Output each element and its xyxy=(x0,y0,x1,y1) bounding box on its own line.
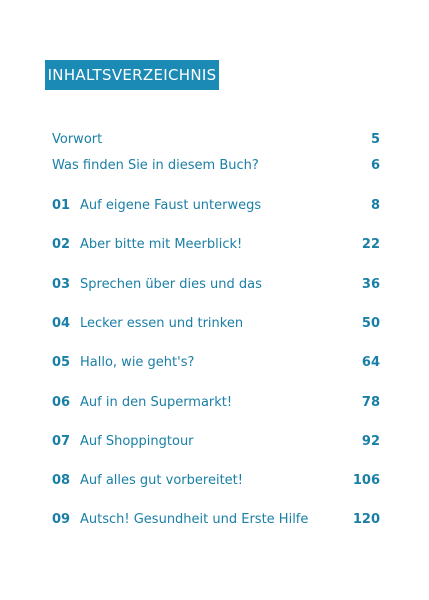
toc-title: INHALTSVERZEICHNIS xyxy=(45,60,219,90)
chapter-number: 07 xyxy=(52,433,71,449)
toc-chapter: 05 Hallo, wie geht's? 64 xyxy=(52,353,380,373)
page-number: 106 xyxy=(352,473,380,489)
chapter-number: 02 xyxy=(52,237,71,253)
page-number: 36 xyxy=(361,276,380,292)
toc-chapter: 01 Auf eigene Faust unterwegs 8 xyxy=(52,196,380,216)
chapter-number: 09 xyxy=(52,512,71,528)
toc-chapter: 04 Lecker essen und trinken 50 xyxy=(52,314,380,334)
chapter-number: 06 xyxy=(52,394,71,410)
page-number: 5 xyxy=(370,132,380,147)
page-number: 22 xyxy=(361,237,380,253)
chapter-title: Aber bitte mit Meerblick! xyxy=(80,237,243,253)
toc-entry: Vorwort 5 xyxy=(52,130,380,150)
page-number: 6 xyxy=(370,158,380,173)
chapter-title: Autsch! Gesundheit und Erste Hilfe xyxy=(80,512,309,528)
chapter-number: 01 xyxy=(52,198,71,213)
toc-chapter: 07 Auf Shoppingtour 92 xyxy=(52,432,380,452)
chapter-title: Sprechen über dies und das xyxy=(80,276,262,292)
chapter-number: 03 xyxy=(52,276,71,292)
toc-chapter: 03 Sprechen über dies und das 36 xyxy=(52,275,380,295)
toc-chapter: 09 Autsch! Gesundheit und Erste Hilfe 120 xyxy=(52,510,380,530)
entry-title: Was finden Sie in diesem Buch? xyxy=(52,158,259,173)
page-number: 64 xyxy=(361,355,380,371)
chapter-title: Auf Shoppingtour xyxy=(80,433,194,449)
page-number: 50 xyxy=(361,315,380,331)
entry-title: Vorwort xyxy=(52,132,103,147)
chapter-number: 05 xyxy=(52,355,71,371)
toc-chapter: 02 Aber bitte mit Meerblick! 22 xyxy=(52,235,380,255)
page-number: 8 xyxy=(370,198,380,213)
chapter-title: Auf in den Supermarkt! xyxy=(80,394,233,410)
page-number: 120 xyxy=(352,512,380,528)
chapter-title: Hallo, wie geht's? xyxy=(80,355,195,371)
toc-entry: Was finden Sie in diesem Buch? 6 xyxy=(52,156,380,176)
chapter-number: 08 xyxy=(52,473,71,489)
chapter-title: Auf eigene Faust unterwegs xyxy=(80,198,262,213)
toc-chapter: 06 Auf in den Supermarkt! 78 xyxy=(52,393,380,413)
page-number: 92 xyxy=(361,433,380,449)
toc-chapter: 08 Auf alles gut vorbereitet! 106 xyxy=(52,471,380,491)
chapter-title: Auf alles gut vorbereitet! xyxy=(80,473,243,489)
page-number: 78 xyxy=(361,394,380,410)
chapter-number: 04 xyxy=(52,315,71,331)
chapter-title: Lecker essen und trinken xyxy=(80,315,244,331)
